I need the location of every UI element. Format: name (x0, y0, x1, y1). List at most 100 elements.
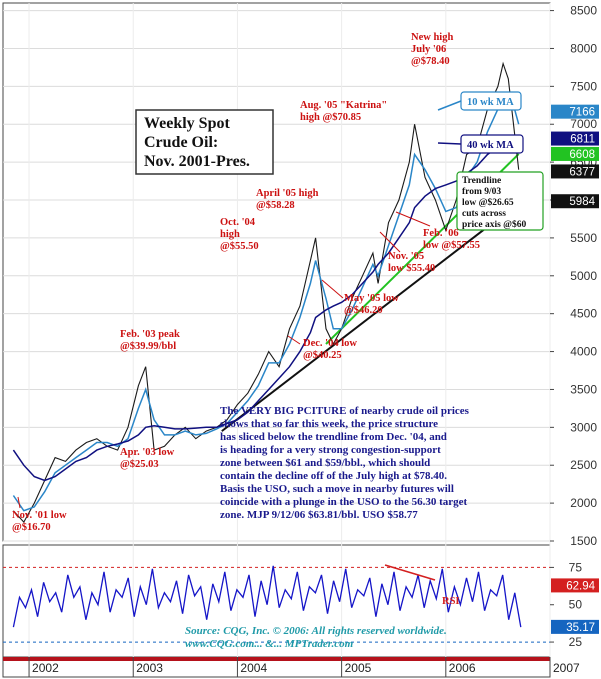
svg-text:Feb. '03 peak @$39.99/bb: Feb. '03 peak @$39.99/bbl (120, 329, 182, 352)
price-y-tick-label: 7000 (570, 117, 597, 131)
annotation-newhigh-line-2: July '06 (411, 44, 446, 55)
annotation-aug05-line-2: high @$70.85 (300, 112, 361, 123)
series-40-wk-ma (12, 137, 519, 482)
annotation-may05-line-2: @$46.20 (344, 305, 383, 316)
price-y-tick-label: 8500 (570, 4, 597, 18)
x-axis-color-strip (3, 657, 550, 661)
annotation-feb06-line-1: Feb. '06 (423, 228, 459, 239)
rsi-divergence: RSI (384, 564, 460, 607)
annotation-apr03-line-2: @$25.03 (120, 459, 159, 470)
price-badge-label: 5984 (569, 196, 595, 208)
annotation-oct04-line-3: @$55.50 (220, 241, 259, 252)
price-y-tick-label: 3500 (570, 382, 597, 396)
svg-text:Trendline from 9/03: Trendline from 9/03 low @$26.65 cuts acr… (462, 176, 526, 230)
svg-text:Feb. '06 low @$57.55: Feb. '06 low @$57.55 (423, 228, 480, 251)
series-10-wk-ma (12, 93, 520, 512)
price-y-tick-label: 5500 (570, 231, 597, 245)
annotation-apr05-line-1: April '05 high (256, 188, 319, 199)
trendline-from-9-03 (221, 200, 522, 432)
x-tick-label: 2004 (240, 661, 267, 675)
price-y-tick-label: 4500 (570, 307, 597, 321)
rsi-label: RSI (442, 596, 460, 607)
price-y-tick-label: 2500 (570, 458, 597, 472)
annotation-oct04-line-2: high (220, 229, 240, 240)
rsi-series (12, 565, 522, 628)
x-tick-label: 2007 (553, 661, 580, 675)
title-line-1: Weekly Spot (144, 115, 230, 132)
price-badge-label: 7166 (569, 107, 595, 119)
commentary-line-2: shows that so far this week, the price s… (220, 418, 438, 430)
x-tick-label: 2003 (136, 661, 163, 675)
commentary-line-7: Basis the USO, such a move in nearby fut… (220, 483, 454, 495)
price-y-tick-label: 8000 (570, 41, 597, 55)
annotation-apr05-line-2: @$58.28 (256, 200, 295, 211)
chart-title-box: Weekly Spot Crude Oil: Nov. 2001-Pres. (135, 109, 274, 175)
trendline-note-line-1: Trendline (462, 176, 501, 186)
rsi-grid (3, 566, 550, 643)
annotation-dec04-line-1: Dec. '04 low (303, 338, 357, 349)
svg-text:Aug. '05 "Katrina" high: Aug. '05 "Katrina" high @$70.85 (300, 100, 390, 123)
price-grid (3, 3, 551, 657)
price-y-tick-label: 7500 (570, 79, 597, 93)
price-series (12, 61, 520, 524)
price-badge (551, 104, 599, 119)
svg-text:Oct. '04 high @$55: Oct. '04 high @$55.50 (220, 217, 259, 252)
svg-text:Source: CQG, Inc. © 2006: All: Source: CQG, Inc. © 2006: All rights res… (185, 625, 449, 650)
price-badge (551, 194, 599, 209)
annotation-nov01-line-1: Nov. '01 low (12, 510, 67, 521)
price-badge-label: 6608 (569, 149, 595, 161)
rsi-badge (551, 619, 599, 634)
commentary-line-3: has sliced below the trendline from Dec.… (220, 431, 447, 443)
annotation-aug05-line-1: Aug. '05 "Katrina" (300, 100, 387, 111)
commentary-line-6: contain the decline off of the July high… (220, 470, 447, 482)
price-y-tick-label: 3000 (570, 420, 597, 434)
price-y-tick-label: 5000 (570, 269, 597, 283)
price-y-tick-label: 2000 (570, 496, 597, 510)
source-footer: Source: CQG, Inc. © 2006: All rights res… (185, 625, 449, 650)
series-rsi (12, 565, 522, 628)
trendline-note: Trendline from 9/03 low @$26.65 cuts acr… (456, 171, 544, 231)
price-badge (551, 131, 599, 146)
annotation-apr03-line-1: Apr. '03 low (120, 447, 175, 458)
svg-text:New high July '06: New high July '06 @$78.40 (411, 32, 456, 67)
svg-text:Apr. '03 low @$25.03: Apr. '03 low @$25.03 (120, 447, 177, 470)
price-y-tick-label: 4000 (570, 345, 597, 359)
rsi-badges: 62.94 35.17 (551, 578, 599, 634)
trendline-note-line-3: low @$26.65 (462, 197, 514, 208)
price-badge-label: 6811 (570, 134, 595, 146)
trendline-note-line-2: from 9/03 (462, 187, 501, 197)
annotation-newhigh-line-3: @$78.40 (411, 56, 450, 67)
annotation-newhigh-line-1: New high (411, 32, 453, 43)
title-line-2: Crude Oil: (144, 134, 218, 151)
legend-40wk-ma: 40 wk MA (437, 134, 524, 154)
price-y-axis: 8500800075007000650060005500500045004000… (550, 4, 597, 548)
rsi-y-tick-label: 50 (569, 598, 583, 612)
commentary: The VERY BIG PCITURE of nearby crude oil… (220, 405, 472, 521)
svg-text:April '05 high @$58.28: April '05 high @$58.28 (256, 188, 321, 211)
annotation-oct04-line-1: Oct. '04 (220, 217, 256, 228)
x-tick-label: 2002 (32, 661, 59, 675)
source-line-1: Source: CQG, Inc. © 2006: All rights res… (185, 625, 447, 637)
price-annotations: Nov. '01 low @$16.70 Feb. '03 peak @$39.… (12, 32, 480, 533)
x-axis: 2002 2003 2004 2005 2006 2007 (28, 657, 580, 677)
x-tick-label: 2006 (449, 661, 476, 675)
title-line-3: Nov. 2001-Pres. (144, 153, 250, 170)
trendline-note-line-4: cuts across (462, 209, 506, 219)
commentary-line-8: coincide with a plunge in the USO to the… (220, 496, 468, 508)
price-badges: 7166 6811 6608 6377 5984 (551, 104, 599, 209)
annotation-feb06-line-2: low @$57.55 (423, 240, 480, 251)
rsi-badge-label: 35.17 (566, 622, 595, 634)
svg-text:Nov. '01 low @$16.70: Nov. '01 low @$16.70 (12, 510, 69, 533)
rsi-y-tick-label: 75 (569, 560, 583, 574)
x-tick-label: 2005 (345, 661, 372, 675)
rsi-badge-label: 62.94 (566, 580, 595, 592)
svg-text:Weekly Spot Crude Oil:: Weekly Spot Crude Oil: Nov. 2001-Pres. (144, 115, 250, 170)
commentary-line-1: The VERY BIG PCITURE of nearby crude oil… (220, 405, 470, 417)
annotation-feb03-line-2: @$39.99/bbl (120, 341, 176, 352)
annotation-dec04-line-2: @$40.25 (303, 350, 342, 361)
commentary-line-5: zone between $61 and $59/bbl., which sho… (220, 457, 430, 469)
price-badge (551, 146, 599, 161)
annotation-nov05-line-2: low $55.40 (388, 263, 435, 274)
svg-text:The VERY BIG PCITURE of nearby: The VERY BIG PCITURE of nearby crude oil… (220, 405, 472, 521)
